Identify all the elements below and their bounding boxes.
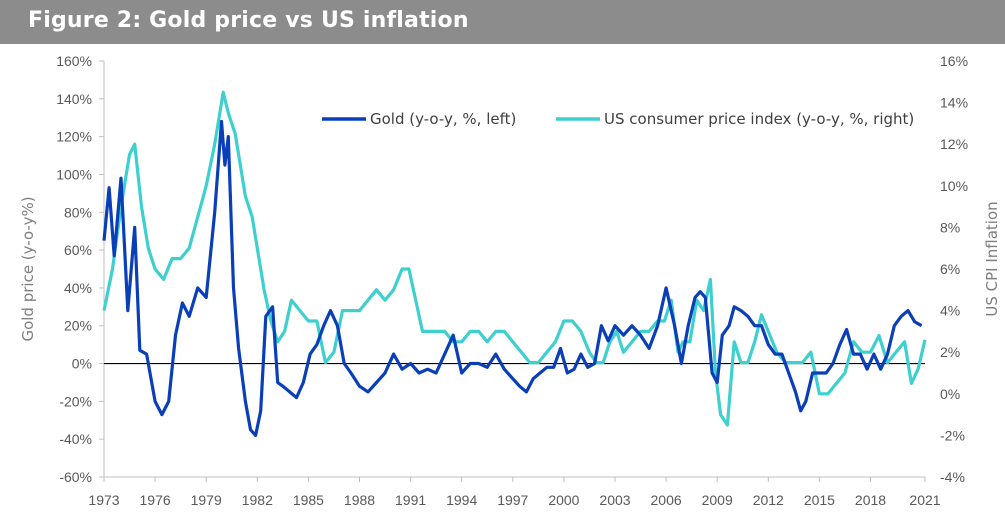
x-axis-tick-label: 1973: [88, 492, 119, 508]
left-axis-tick-label: 20%: [64, 318, 92, 334]
right-axis-tick-label: 4%: [940, 303, 960, 319]
x-axis-tick-label: 1994: [446, 492, 477, 508]
left-axis-tick-label: -40%: [59, 431, 92, 447]
left-axis-tick-label: 80%: [64, 204, 92, 220]
right-axis-tick-label: 16%: [940, 53, 968, 69]
right-axis-tick-label: 0%: [940, 386, 960, 402]
left-axis-tick-label: 0%: [72, 356, 92, 372]
x-axis-tick-label: 1988: [344, 492, 375, 508]
left-axis-title: Gold price (y-o-y%): [19, 196, 37, 341]
x-axis-tick-label: 2000: [548, 492, 579, 508]
right-axis-tick-label: -4%: [940, 469, 965, 485]
right-axis-tick-label: 10%: [940, 178, 968, 194]
chart-title: Figure 2: Gold price vs US inflation: [28, 8, 469, 33]
x-axis-tick-label: 1976: [140, 492, 171, 508]
gold-series-line: [102, 119, 923, 437]
left-axis-tick-label: 40%: [64, 280, 92, 296]
x-axis-tick-label: 1979: [191, 492, 222, 508]
x-axis-tick-label: 1985: [293, 492, 324, 508]
x-axis-tick-label: 1982: [242, 492, 273, 508]
legend-cpi-label: US consumer price index (y-o-y, %, right…: [604, 110, 914, 128]
x-axis-tick-label: 2006: [651, 492, 682, 508]
x-axis-tick-label: 2003: [599, 492, 630, 508]
title-bar: Figure 2: Gold price vs US inflation: [0, 0, 1005, 44]
right-axis-title: US CPI Inflation: [983, 201, 1001, 316]
x-axis-tick-label: 2009: [702, 492, 733, 508]
x-axis-tick-label: 1991: [395, 492, 426, 508]
x-axis-tick-label: 2012: [753, 492, 784, 508]
x-axis-tick-label: 2015: [804, 492, 835, 508]
left-axis-tick-label: -20%: [59, 393, 92, 409]
left-axis-tick-label: -60%: [59, 469, 92, 485]
chart-plot: -60% -40% -20% 0% 20% 40% 60% 80% 100% 120% 140% 16…: [19, 53, 1001, 508]
left-axis-tick-label: 100%: [56, 166, 92, 182]
x-axis-tick-label: 2018: [855, 492, 886, 508]
right-axis-tick-label: 2%: [940, 344, 960, 360]
right-axis-tick-label: 14%: [940, 95, 968, 111]
right-axis-tick-label: 12%: [940, 136, 968, 152]
x-axis-tick-label: 2021: [909, 492, 940, 508]
left-axis-tick-label: 120%: [56, 129, 92, 145]
left-axis-tick-label: 60%: [64, 242, 92, 258]
left-axis-tick-label: 140%: [56, 91, 92, 107]
legend-gold-label: Gold (y-o-y, %, left): [370, 110, 516, 128]
right-axis-tick-label: 6%: [940, 261, 960, 277]
left-axis-tick-label: 160%: [56, 53, 92, 69]
x-axis-tick-label: 1997: [497, 492, 528, 508]
right-axis-tick-label: 8%: [940, 219, 960, 235]
right-axis-tick-label: -2%: [940, 427, 965, 443]
